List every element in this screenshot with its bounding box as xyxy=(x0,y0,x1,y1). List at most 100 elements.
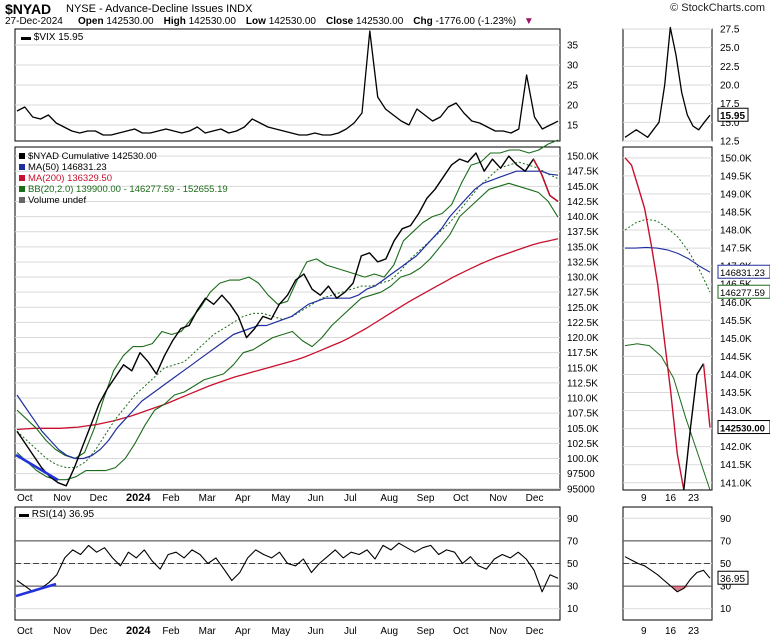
nyad-zoom-tick-label: 143.0K xyxy=(720,406,752,417)
x-axis-label: Oct xyxy=(453,626,469,637)
nyad-zoom-tick-label: 149.0K xyxy=(720,189,752,200)
nyad-zoom-tick-label: 144.5K xyxy=(720,352,752,363)
chart-symbol: $NYAD xyxy=(5,1,52,17)
zoom-price-decline-line xyxy=(624,157,685,491)
vix-zoom-tick-label: 17.5 xyxy=(720,99,740,110)
nyad-tick-label: 142.5K xyxy=(567,197,599,208)
nyad-tick-label: 150.0K xyxy=(567,152,599,163)
nyad-tick-label: 105.0K xyxy=(567,424,599,435)
rsi-zoom-tick-label: 90 xyxy=(720,514,732,525)
nyad-zoom-tick-label: 149.5K xyxy=(720,171,752,182)
x-axis-label: Oct xyxy=(453,493,469,504)
nyad-panel-frame xyxy=(14,146,561,491)
nyad-zoom-tick-label: 148.5K xyxy=(720,207,752,218)
x-axis-label: Feb xyxy=(162,493,180,504)
x-axis-label: Apr xyxy=(235,493,251,504)
rsi-zoom-tick-label: 30 xyxy=(720,582,732,593)
x-axis-label: Oct xyxy=(17,493,33,504)
nyad-zoom-tick-label: 146.0K xyxy=(720,298,752,309)
x-axis-label: 23 xyxy=(688,626,700,637)
chart-date: 27-Dec-2024 xyxy=(5,16,63,27)
nyad-decline-segment xyxy=(532,158,559,202)
x-axis-label: 9 xyxy=(641,626,647,637)
rsi-oversold-fill xyxy=(664,586,691,592)
nyad-tick-label: 107.5K xyxy=(567,409,599,420)
low-label: Low xyxy=(245,16,266,27)
rsi-x-axis: Oct Nov Dec 2024 Feb Mar Apr May Jun Jul Aug Sep Oct… xyxy=(17,625,543,637)
nyad-tick-label: 112.5K xyxy=(567,378,598,389)
vix-tick-label: 25 xyxy=(567,81,579,92)
nyad-tick-label: 145.0K xyxy=(567,182,599,193)
open-label: Open xyxy=(78,16,104,27)
nyad-tick-label: 120.0K xyxy=(567,333,599,344)
rsi-zoom-x-axis: 9 16 23 xyxy=(641,626,700,637)
rsi-tick-label: 90 xyxy=(567,514,579,525)
nyad-zoom-tick-label: 143.5K xyxy=(720,388,752,399)
x-axis-label: 2024 xyxy=(126,625,151,637)
rsi-zoom-tick-label: 50 xyxy=(720,559,732,570)
nyad-grid: 150.0K 147.5K 145.0K 142.5K 140.0K 137.5K 135.… xyxy=(15,152,599,495)
x-axis-label: 16 xyxy=(665,626,677,637)
ma50-line xyxy=(16,170,559,460)
nyad-value-tag-label: 142530.00 xyxy=(720,424,765,435)
nyad-tick-label: 115.0K xyxy=(567,363,598,374)
copyright-text: © StockCharts.com xyxy=(670,2,765,14)
nyad-zoom-tick-label: 148.0K xyxy=(720,226,752,237)
rsi-zoom-tick-label: 10 xyxy=(720,604,732,615)
chg-value: -1776.00 (-1.23%) xyxy=(435,16,517,27)
legend-entry: BB(20,2.0) 139900.00 - 146277.59 - 15265… xyxy=(28,184,228,195)
x-axis-label: Jul xyxy=(344,626,357,637)
legend-swatch xyxy=(19,175,25,181)
high-label: High xyxy=(163,16,186,27)
chart-subtitle: NYSE - Advance-Decline Issues INDX xyxy=(66,3,253,15)
nyad-zoom-x-axis: 9 16 23 xyxy=(641,493,700,504)
vix-zoom-tick-label: 25.0 xyxy=(720,43,740,54)
nyad-zoom-tick-label: 141.0K xyxy=(720,478,752,489)
x-axis-label: Sep xyxy=(417,493,435,504)
zoom-price-last-line xyxy=(702,363,711,428)
legend-swatch xyxy=(19,197,25,203)
x-axis-label: 23 xyxy=(688,493,700,504)
bb-lower-line xyxy=(16,182,559,481)
vix-zoom-tick-label: 22.5 xyxy=(720,62,740,73)
nyad-trend-line xyxy=(15,453,59,482)
rsi-legend: ▬ RSI(14) 36.95 xyxy=(19,509,94,520)
chg-down-arrow-icon: ▼ xyxy=(523,16,534,27)
close-value: 142530.00 xyxy=(355,16,404,27)
nyad-tick-label: 135.0K xyxy=(567,242,599,253)
vix-tick-label: 35 xyxy=(567,41,579,52)
x-axis-label: Dec xyxy=(90,626,108,637)
nyad-tick-label: 137.5K xyxy=(567,227,599,238)
vix-zoom-tick-label: 15.0 xyxy=(720,118,740,129)
nyad-tick-label: 117.5K xyxy=(567,348,598,359)
rsi-tick-label: 50 xyxy=(567,559,579,570)
x-axis-label: Mar xyxy=(199,626,217,637)
nyad-value-tag xyxy=(717,420,770,435)
low-value: 142530.00 xyxy=(268,16,316,27)
nyad-tick-label: 122.5K xyxy=(567,318,599,329)
rsi-trend-line xyxy=(15,582,57,598)
chg-label: Chg xyxy=(413,16,433,27)
nyad-zoom-tick-label: 145.0K xyxy=(720,334,752,345)
rsi-last-value-tag xyxy=(717,570,749,585)
x-axis-label: Dec xyxy=(90,493,108,504)
nyad-tick-label: 125.0K xyxy=(567,303,599,314)
ohlc-readout: Open 142530.00 High 142530.00 Low 142530.0… xyxy=(78,16,544,27)
vix-last-value-tag xyxy=(717,107,749,122)
nyad-tick-label: 127.5K xyxy=(567,288,599,299)
nyad-zoom-tick-label: 141.5K xyxy=(720,460,752,471)
rsi-tick-label: 30 xyxy=(567,582,579,593)
legend-entry: Volume undef xyxy=(28,195,86,206)
x-axis-label: Feb xyxy=(162,626,180,637)
rsi-last-value-label: 36.95 xyxy=(720,574,745,585)
vix-grid: 35 30 25 20 15 xyxy=(15,41,579,132)
vix-zoom-tick-label: 20.0 xyxy=(720,81,740,92)
vix-tick-label: 20 xyxy=(567,101,579,112)
x-axis-label: Nov xyxy=(489,626,507,637)
x-axis-label: 2024 xyxy=(126,492,151,504)
x-axis-label: Sep xyxy=(417,626,435,637)
rsi-zoom-tick-label: 70 xyxy=(720,536,732,547)
nyad-zoom-tick-label: 150.0K xyxy=(720,153,752,164)
chart-header: $NYAD NYSE - Advance-Decline Issues INDX… xyxy=(0,0,770,28)
